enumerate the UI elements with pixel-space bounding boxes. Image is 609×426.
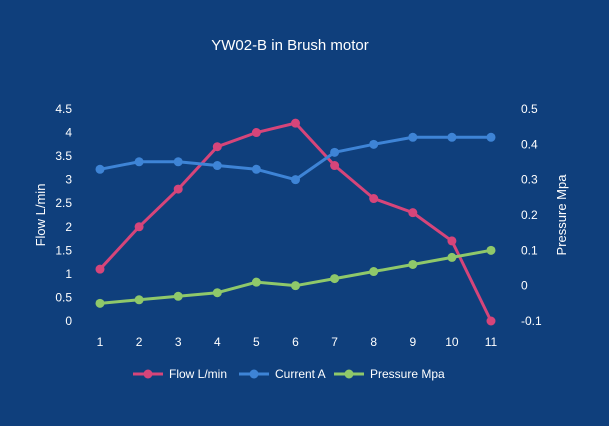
y2-tick-label: -0.1 — [521, 314, 542, 328]
y2-tick-label: 0.4 — [521, 137, 538, 151]
data-point — [408, 208, 418, 218]
y2-tick-label: 0.2 — [521, 208, 538, 222]
data-point — [447, 252, 457, 262]
data-point — [212, 161, 222, 171]
x-tick-label: 10 — [445, 335, 459, 349]
data-point — [95, 298, 105, 308]
data-point — [251, 128, 261, 138]
x-tick-label: 3 — [175, 335, 182, 349]
data-point — [291, 175, 300, 185]
y-tick-label: 4 — [65, 126, 72, 140]
legend: Flow L/min Current A Pressure Mpa — [133, 367, 445, 381]
data-point — [408, 259, 418, 269]
data-point — [95, 264, 105, 274]
data-point — [212, 142, 222, 152]
x-tick-label: 5 — [253, 335, 260, 349]
x-tick-label: 1 — [97, 335, 104, 349]
series-line — [98, 121, 493, 322]
data-point — [173, 157, 183, 167]
data-point — [291, 118, 300, 128]
y-tick-label: 1.5 — [55, 243, 72, 257]
data-point — [486, 316, 496, 326]
y-tick-label: 2 — [65, 220, 72, 234]
x-tick-label: 7 — [331, 335, 338, 349]
data-point — [369, 194, 379, 204]
y-tick-label: 3.5 — [55, 149, 72, 163]
chart-title: YW02-B in Brush motor — [211, 37, 369, 54]
x-tick-label: 2 — [136, 335, 143, 349]
data-point — [134, 295, 144, 305]
data-point — [134, 157, 144, 167]
data-point — [95, 164, 105, 174]
legend-label: Flow L/min — [169, 367, 227, 381]
legend-marker — [143, 369, 153, 379]
data-point — [330, 161, 340, 171]
y2-axis-title: Pressure Mpa — [554, 174, 569, 256]
x-tick-label: 9 — [409, 335, 416, 349]
data-point — [447, 132, 457, 142]
data-point — [369, 267, 379, 277]
y-tick-label: 2.5 — [55, 196, 72, 210]
y2-tick-label: 0.1 — [521, 243, 538, 257]
y2-tick-label: 0.3 — [521, 173, 538, 187]
y2-tick-label: 0.5 — [521, 102, 538, 116]
data-point — [369, 139, 379, 149]
legend-marker — [344, 369, 354, 379]
x-tick-label: 11 — [485, 335, 498, 349]
y2-tick-label: 0 — [521, 279, 528, 293]
x-tick-label: 4 — [214, 335, 221, 349]
y-axis-title: Flow L/min — [33, 184, 48, 247]
y-tick-label: 1 — [65, 267, 72, 281]
x-tick-label: 8 — [370, 335, 377, 349]
legend-label: Pressure Mpa — [370, 367, 445, 381]
data-point — [330, 147, 340, 157]
data-point — [408, 132, 418, 142]
data-point — [486, 245, 496, 255]
series-line — [99, 248, 492, 305]
data-point — [447, 236, 457, 246]
data-point — [251, 164, 261, 174]
data-point — [251, 277, 261, 287]
legend-marker — [249, 369, 259, 379]
plot-area: 0 0.5 1 1.5 2 2.5 3 3.5 4 4.5 -0.1 0 0.1 0.2 0.3 0.4 0.5… — [55, 102, 542, 349]
y-tick-label: 0.5 — [55, 290, 72, 304]
y-tick-label: 4.5 — [55, 102, 72, 116]
data-point — [212, 288, 222, 298]
data-point — [291, 281, 300, 291]
data-point — [173, 291, 183, 301]
y-tick-label: 0 — [65, 314, 72, 328]
x-tick-label: 6 — [292, 335, 299, 349]
y-tick-label: 3 — [65, 173, 72, 187]
legend-label: Current A — [275, 367, 326, 381]
series-line — [99, 135, 491, 182]
data-point — [134, 222, 144, 232]
data-point — [330, 274, 340, 284]
data-point — [173, 184, 183, 194]
data-point — [486, 132, 496, 142]
